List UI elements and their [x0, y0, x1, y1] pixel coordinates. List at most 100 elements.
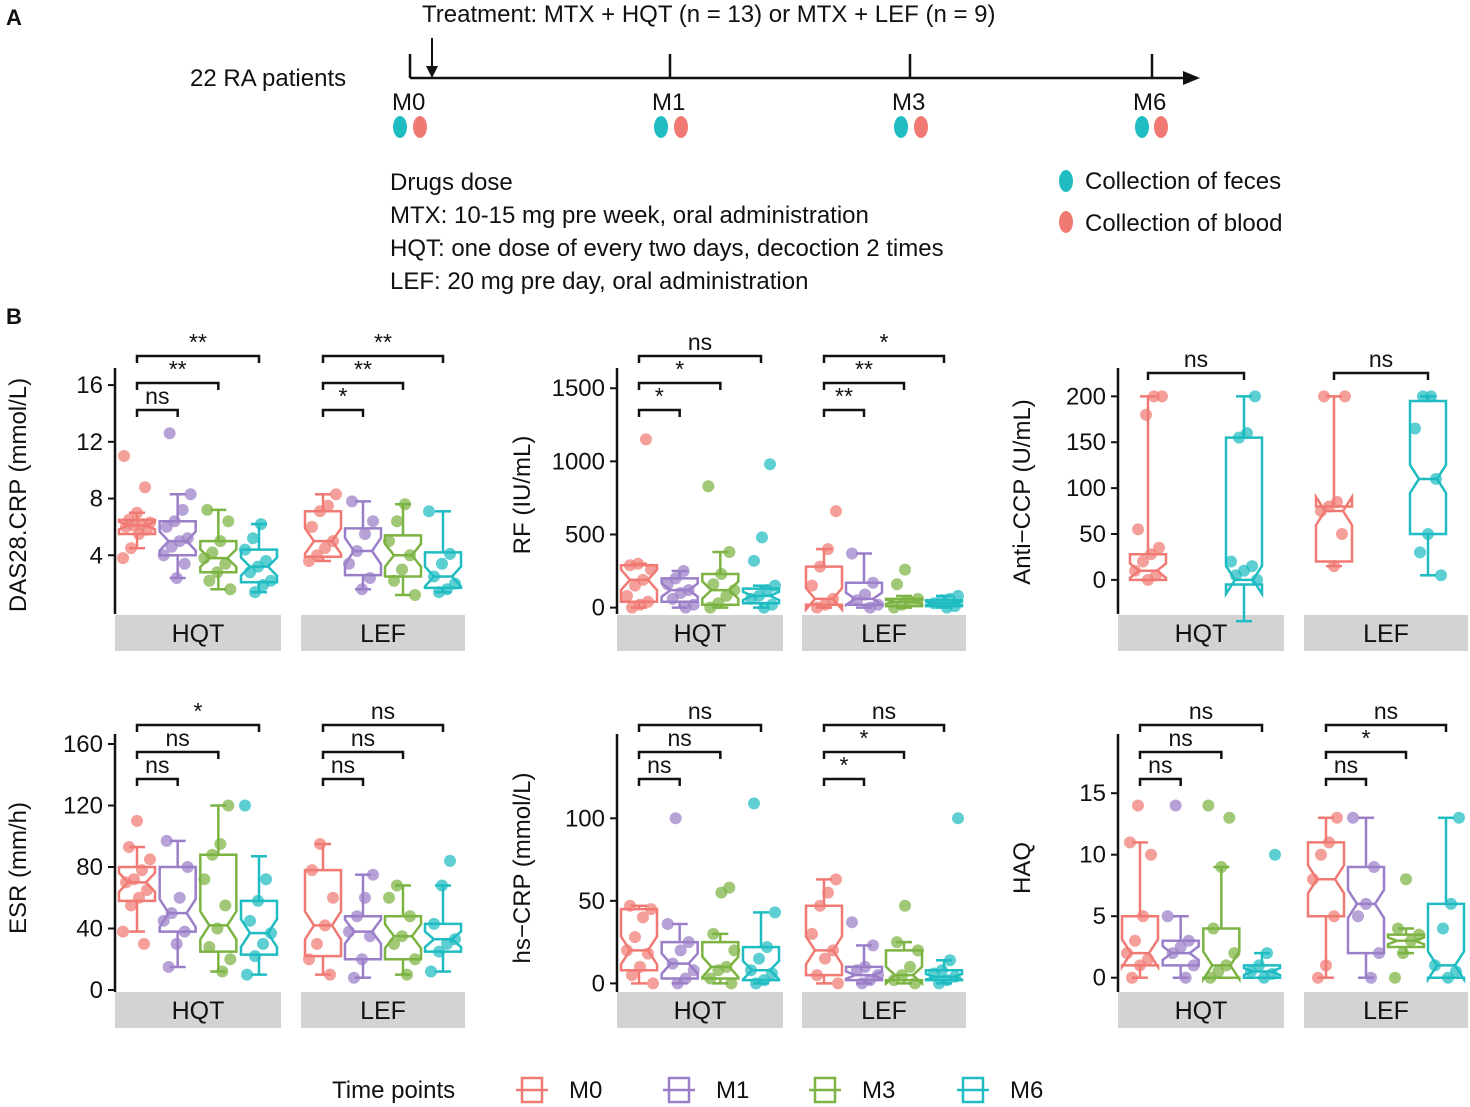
timepoint-legend: Time points M0 M1 M3 M6 — [332, 1076, 1043, 1104]
data-point — [257, 937, 269, 950]
facet-strip-label: LEF — [360, 620, 406, 648]
data-point — [822, 886, 834, 899]
data-point — [311, 549, 323, 562]
data-point — [198, 873, 211, 886]
box-m6 — [924, 812, 964, 990]
significance-bracket: ** — [822, 356, 906, 390]
y-tick-label: 0 — [1093, 567, 1106, 594]
significance-label: ** — [354, 356, 372, 382]
data-point — [626, 969, 638, 982]
data-point — [761, 941, 773, 954]
data-point — [241, 968, 253, 981]
data-point — [319, 542, 331, 555]
data-point — [125, 542, 137, 555]
sample-markers — [393, 116, 1168, 138]
data-point — [624, 899, 636, 912]
significance-bracket: * — [822, 752, 866, 786]
data-point — [1336, 528, 1348, 540]
timeline-label-m3: M3 — [892, 89, 925, 116]
data-point — [356, 583, 368, 596]
box-body — [158, 519, 197, 557]
y-tick-label: 15 — [1079, 780, 1106, 807]
data-point — [1202, 799, 1215, 812]
box-m1 — [343, 868, 383, 984]
y-tick-label: 80 — [76, 854, 103, 881]
data-point — [891, 936, 903, 949]
data-point — [404, 549, 416, 562]
data-point — [1360, 897, 1372, 910]
data-point — [306, 864, 318, 877]
data-point — [1429, 959, 1441, 972]
significance-bracket: * — [637, 383, 681, 417]
cohort-text: 22 RA patients — [190, 65, 346, 92]
y-tick-label: 8 — [90, 486, 103, 513]
data-point — [642, 595, 654, 608]
significance-bracket: * — [637, 356, 722, 390]
box-m0 — [1128, 390, 1168, 586]
data-point — [637, 573, 649, 586]
data-point — [1121, 947, 1133, 960]
box-m0 — [1120, 799, 1160, 984]
data-point — [1161, 910, 1174, 923]
data-point — [306, 520, 318, 533]
data-point — [1397, 947, 1409, 960]
y-axis-label: HAQ — [1009, 842, 1036, 894]
box-m6 — [1408, 390, 1448, 582]
data-point — [677, 565, 690, 578]
dose-title: Drugs dose — [390, 169, 513, 196]
data-point — [224, 583, 237, 596]
significance-label: ns — [145, 752, 169, 778]
data-point — [1187, 959, 1200, 972]
box-body — [343, 527, 383, 577]
significance-bracket: * — [822, 329, 946, 363]
significance-label: ns — [872, 698, 896, 724]
data-point — [346, 495, 358, 508]
bracket-line — [135, 354, 261, 363]
facet-hqt: HQT**ns — [617, 329, 783, 651]
y-axis-label: Anti−CCP (U/mL) — [1009, 399, 1036, 585]
data-point — [1400, 873, 1412, 886]
data-point — [1435, 569, 1447, 582]
significance-bracket: ** — [135, 356, 220, 390]
significance-bracket: * — [135, 698, 261, 732]
data-point — [314, 837, 326, 850]
facet-strip-label: LEF — [1363, 997, 1409, 1025]
data-point — [872, 598, 884, 611]
significance-label: ns — [1169, 725, 1193, 751]
legend-label-m1: M1 — [716, 1077, 749, 1104]
bracket-line — [321, 354, 445, 363]
box-m6 — [741, 458, 781, 614]
significance-label: ns — [331, 752, 355, 778]
treatment-start-arrowhead — [426, 66, 438, 78]
data-point — [141, 884, 153, 897]
legend-item-m1: M1 — [663, 1076, 749, 1104]
data-point — [682, 936, 695, 949]
bracket-line — [1324, 723, 1448, 732]
data-point — [303, 953, 315, 966]
facet-strip-label: HQT — [674, 620, 727, 648]
data-point — [1132, 799, 1144, 812]
significance-bracket: ** — [321, 356, 405, 390]
data-point — [621, 944, 633, 957]
significance-bracket: * — [822, 725, 906, 759]
facet-lef: LEF**ns — [802, 698, 966, 1028]
box-body — [383, 534, 423, 578]
box-m1 — [1161, 799, 1200, 984]
data-point — [260, 554, 272, 567]
panel-a-label: A — [6, 5, 22, 30]
data-point — [1225, 555, 1237, 568]
data-point — [859, 588, 871, 601]
data-point — [899, 899, 911, 912]
data-point — [428, 917, 440, 930]
data-point — [131, 506, 143, 519]
data-point — [1328, 560, 1340, 573]
box-m3 — [198, 799, 238, 978]
significance-label: ns — [1374, 698, 1398, 724]
y-tick-label: 50 — [578, 888, 605, 915]
legend-item-m0: M0 — [516, 1076, 602, 1104]
box-body — [844, 965, 884, 982]
data-point — [632, 557, 644, 570]
significance-bracket: ** — [822, 383, 866, 417]
